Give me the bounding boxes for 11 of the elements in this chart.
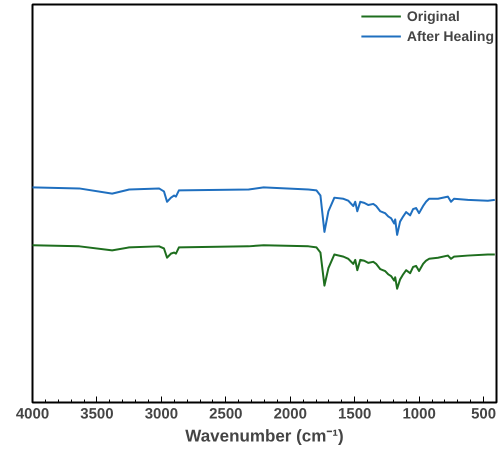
x-tick-label: 1500 xyxy=(338,406,372,422)
x-tick-label: 4000 xyxy=(16,406,50,422)
x-tick-label: 500 xyxy=(471,406,496,422)
x-tick-label: 3000 xyxy=(144,406,178,422)
legend-label: Original xyxy=(406,8,460,24)
x-tick-label: 3500 xyxy=(80,406,114,422)
x-tick-label: 1000 xyxy=(402,406,436,422)
x-axis-title: Wavenumber (cm⁻¹) xyxy=(185,426,344,446)
x-tick-label: 2000 xyxy=(274,406,307,422)
legend-label: After Healing xyxy=(406,28,494,44)
x-tick-label: 2500 xyxy=(209,406,243,422)
